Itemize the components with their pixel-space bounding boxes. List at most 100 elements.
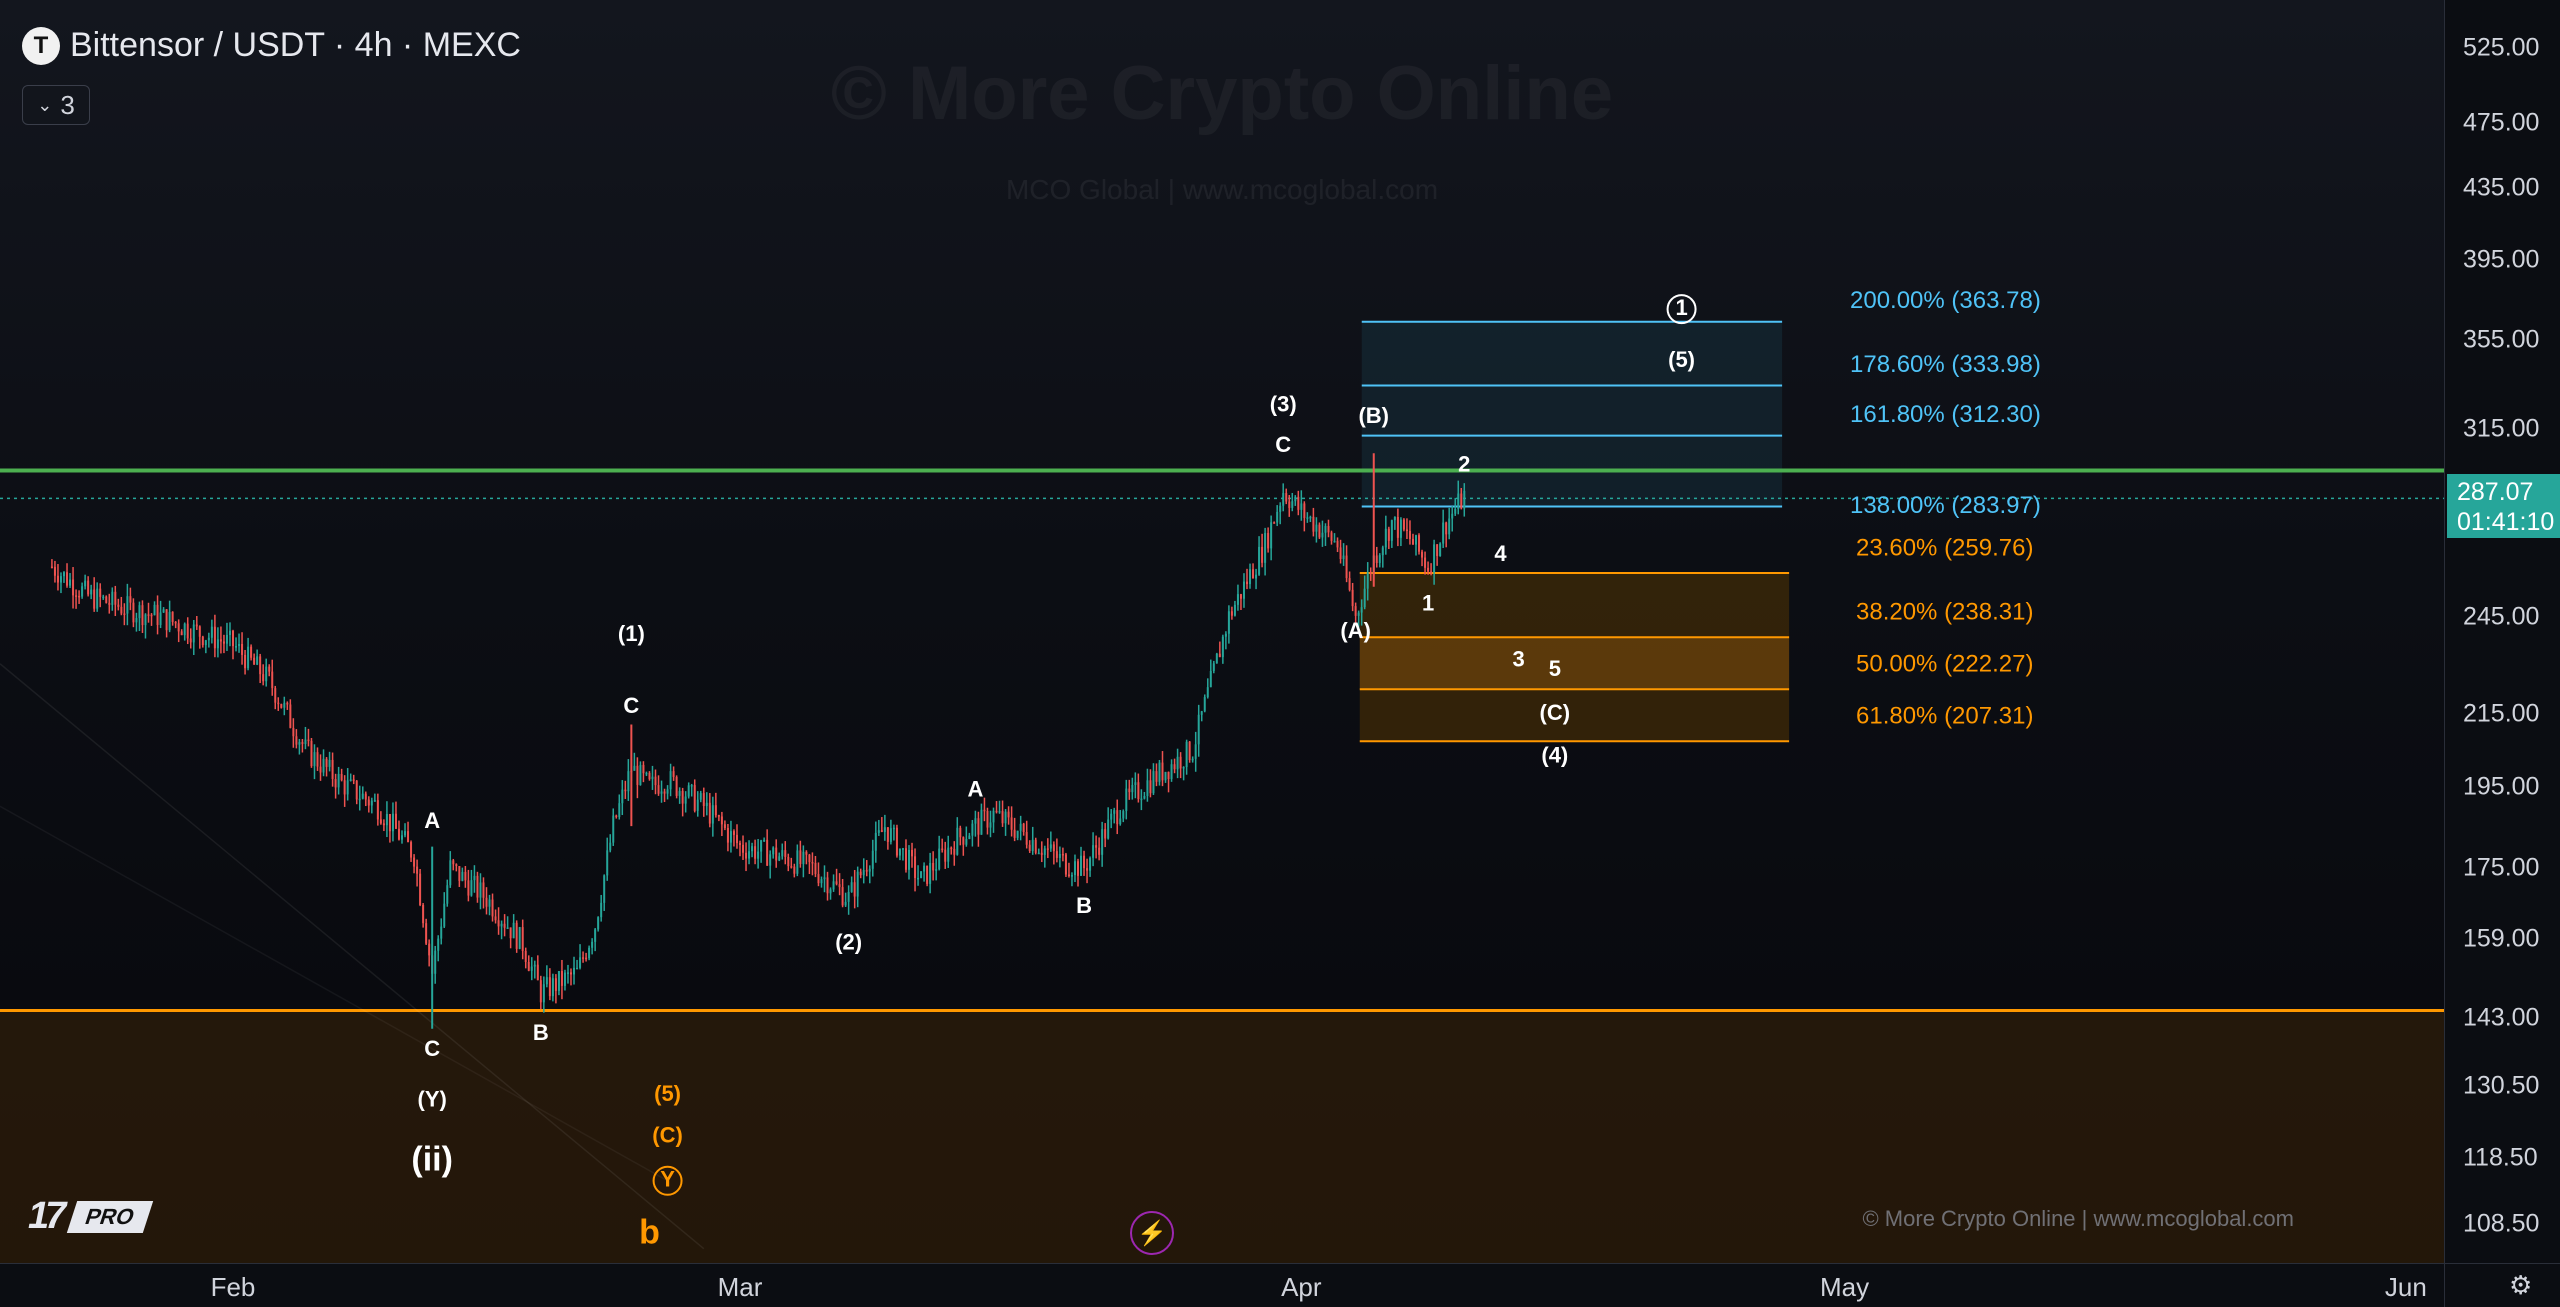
wave-label: (B) — [1358, 403, 1389, 428]
tradingview-logo[interactable]: 17 PRO — [28, 1195, 154, 1238]
candle-body — [911, 850, 914, 857]
candle-body — [108, 602, 111, 605]
candle-body — [144, 614, 147, 626]
candle-body — [1306, 517, 1309, 519]
candle-body — [669, 771, 672, 790]
candle-body — [138, 605, 141, 619]
candle-body — [78, 595, 81, 598]
symbol-header[interactable]: T Bittensor / USDT · 4h · MEXC — [22, 26, 521, 65]
candle-body — [814, 862, 817, 875]
candle-body — [307, 739, 310, 742]
candle-body — [437, 938, 440, 951]
candle-body — [129, 596, 132, 603]
candle-body — [705, 802, 708, 807]
candle-body — [962, 837, 965, 845]
candle-body — [352, 779, 355, 781]
candle-body — [292, 727, 295, 737]
candle-body — [829, 889, 832, 894]
indicators-toggle-button[interactable]: ⌄ 3 — [22, 85, 90, 125]
candle-body — [977, 818, 980, 835]
candle-body — [301, 742, 304, 745]
chart-svg[interactable]: 200.00% (363.78)178.60% (333.98)161.80% … — [0, 0, 2444, 1263]
candle-body — [132, 602, 135, 623]
candle-countdown: 01:41:10 — [2457, 508, 2555, 537]
candle-body — [75, 595, 78, 597]
candle-body — [93, 589, 96, 609]
candle-body — [1415, 535, 1417, 545]
tradingview-pro-badge: PRO — [67, 1200, 154, 1233]
candle-body — [1294, 496, 1297, 502]
candle-body — [210, 626, 213, 638]
candle-body — [391, 813, 394, 832]
candle-body — [1095, 845, 1098, 848]
candle-body — [609, 842, 612, 851]
candle-body — [769, 854, 772, 866]
candle-body — [1101, 829, 1104, 855]
candle-body — [56, 575, 59, 583]
candle-body — [358, 798, 361, 801]
candle-body — [998, 811, 1001, 813]
current-price-value: 287.07 — [2457, 478, 2534, 507]
candle-body — [1152, 771, 1155, 794]
candle-body — [298, 742, 301, 745]
candle-body — [660, 791, 663, 794]
candle-body — [1327, 525, 1330, 533]
candle-body — [488, 899, 491, 907]
candle-body — [1333, 540, 1336, 543]
candle-body — [1375, 555, 1378, 563]
candle-body — [944, 849, 947, 862]
candle-body — [141, 605, 144, 626]
candle-body — [802, 851, 805, 865]
candle-body — [1242, 581, 1245, 599]
time-axis[interactable]: Feb Mar Apr May Jun — [0, 1263, 2444, 1307]
candle-body — [904, 848, 907, 870]
price-tick-label: 130.50 — [2463, 1071, 2540, 1100]
candle-body — [763, 839, 766, 842]
candle-body — [1270, 522, 1273, 549]
fib-retracement-zone — [1359, 573, 1790, 638]
wave-label: (C) — [1540, 700, 1571, 725]
candle-body — [1433, 544, 1436, 573]
candle-body — [720, 816, 723, 825]
candle-body — [1288, 501, 1291, 508]
candle-body — [648, 772, 651, 780]
candle-body — [346, 780, 349, 795]
settings-gear-icon[interactable]: ⚙ — [2509, 1270, 2533, 1300]
candle-body — [1454, 508, 1457, 514]
price-axis[interactable]: 525.00 475.00 435.00 395.00 355.00 315.00 245.… — [2444, 0, 2560, 1263]
candle-body — [189, 638, 192, 643]
lightning-icon[interactable]: ⚡ — [1130, 1211, 1174, 1255]
candle-body — [560, 971, 563, 986]
candle-body — [1025, 832, 1028, 845]
candle-body — [509, 927, 512, 939]
candle-body — [1176, 756, 1179, 770]
candle-body — [953, 848, 956, 855]
candle-body — [449, 860, 452, 886]
candle-body — [1104, 829, 1107, 839]
candle-body — [968, 835, 971, 840]
candle-body — [732, 831, 735, 835]
candle-body — [361, 793, 364, 799]
candle-body — [277, 702, 280, 705]
price-tick-label: 245.00 — [2463, 602, 2540, 631]
candle-body — [1122, 811, 1125, 819]
candle-body — [376, 800, 379, 820]
candle-body — [322, 758, 325, 773]
symbol-title[interactable]: Bittensor / USDT · 4h · MEXC — [70, 26, 521, 64]
candle-body — [754, 846, 757, 859]
candle-body — [219, 639, 222, 642]
candle-body — [1116, 810, 1119, 825]
chart-area[interactable]: © More Crypto Online MCO Global | www.mc… — [0, 0, 2444, 1263]
candle-body — [1321, 532, 1324, 538]
axis-corner[interactable]: ⚙ — [2444, 1263, 2560, 1307]
candle-body — [271, 671, 274, 689]
candle-body — [379, 819, 382, 824]
candle-body — [120, 606, 123, 614]
candle-body — [932, 862, 935, 871]
candle-body — [711, 805, 714, 824]
wave-label-circle — [652, 1165, 683, 1196]
candle-body — [871, 850, 874, 869]
candle-body — [126, 596, 129, 614]
candle-body — [729, 831, 732, 843]
candle-body — [956, 827, 959, 855]
